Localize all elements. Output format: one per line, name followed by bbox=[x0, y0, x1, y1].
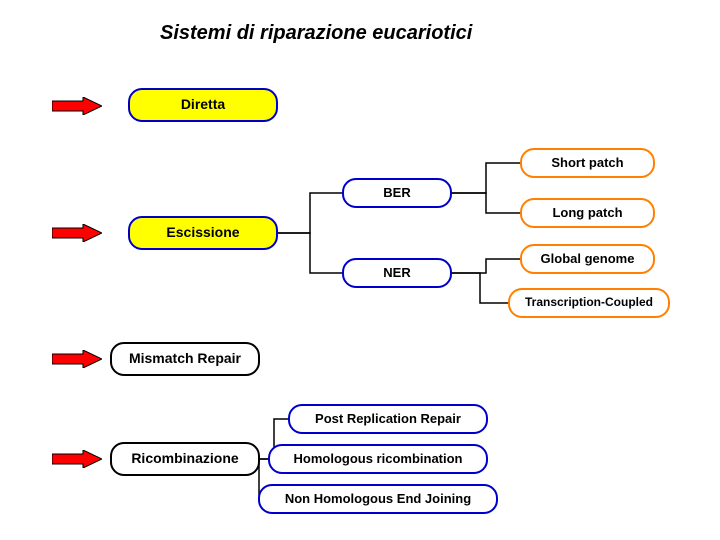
page-title: Sistemi di riparazione eucariotici bbox=[160, 22, 472, 45]
edge-ner-right-to-globalgenome-left bbox=[452, 259, 520, 273]
node-diretta: Diretta bbox=[128, 88, 278, 122]
edge-ber-right-to-longpatch-left bbox=[452, 193, 520, 213]
node-transcoupled-label: Transcription-Coupled bbox=[525, 296, 653, 309]
node-longpatch-label: Long patch bbox=[552, 206, 622, 220]
edge-escissione-right-to-ber-left bbox=[278, 193, 342, 233]
node-ber: BER bbox=[342, 178, 452, 208]
node-escissione: Escissione bbox=[128, 216, 278, 250]
node-ricombinazione-label: Ricombinazione bbox=[131, 451, 238, 466]
node-longpatch: Long patch bbox=[520, 198, 655, 228]
node-globalgenome: Global genome bbox=[520, 244, 655, 274]
node-mismatch: Mismatch Repair bbox=[110, 342, 260, 376]
node-nhej: Non Homologous End Joining bbox=[258, 484, 498, 514]
edge-ner-right-to-transcoupled-left bbox=[452, 273, 508, 303]
node-nhej-label: Non Homologous End Joining bbox=[285, 492, 471, 506]
node-ner-label: NER bbox=[383, 266, 410, 280]
node-transcoupled: Transcription-Coupled bbox=[508, 288, 670, 318]
node-ricombinazione: Ricombinazione bbox=[110, 442, 260, 476]
arrow-ricombinazione bbox=[52, 450, 102, 468]
node-mismatch-label: Mismatch Repair bbox=[129, 351, 241, 366]
node-ner: NER bbox=[342, 258, 452, 288]
arrow-diretta bbox=[52, 97, 102, 115]
arrow-escissione bbox=[52, 224, 102, 242]
node-postrep: Post Replication Repair bbox=[288, 404, 488, 434]
node-postrep-label: Post Replication Repair bbox=[315, 412, 461, 426]
node-homologous: Homologous ricombination bbox=[268, 444, 488, 474]
edge-escissione-right-to-ner-left bbox=[278, 233, 342, 273]
node-shortpatch: Short patch bbox=[520, 148, 655, 178]
node-shortpatch-label: Short patch bbox=[551, 156, 623, 170]
node-diretta-label: Diretta bbox=[181, 97, 225, 112]
node-escissione-label: Escissione bbox=[166, 225, 239, 240]
edge-ber-right-to-shortpatch-left bbox=[452, 163, 520, 193]
diagram-viewport: Sistemi di riparazione eucariotici Diret… bbox=[0, 0, 720, 540]
node-globalgenome-label: Global genome bbox=[541, 252, 635, 266]
node-ber-label: BER bbox=[383, 186, 410, 200]
arrow-mismatch bbox=[52, 350, 102, 368]
node-homologous-label: Homologous ricombination bbox=[294, 452, 463, 466]
